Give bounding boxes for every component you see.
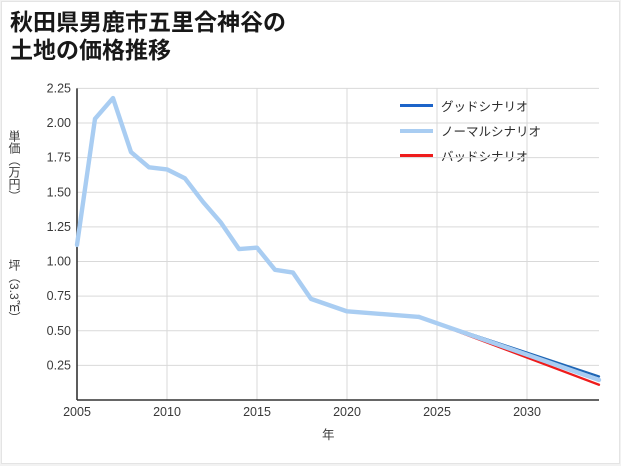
svg-text:2025: 2025 [423,405,451,419]
svg-text:2.00: 2.00 [47,116,71,130]
svg-text:2005: 2005 [63,405,91,419]
svg-text:1.00: 1.00 [47,255,71,269]
svg-text:0.50: 0.50 [47,324,71,338]
svg-text:0.75: 0.75 [47,289,71,303]
svg-text:1.50: 1.50 [47,185,71,199]
svg-text:0.25: 0.25 [47,358,71,372]
svg-text:2.25: 2.25 [47,81,71,95]
svg-text:1.25: 1.25 [47,220,71,234]
svg-text:1.75: 1.75 [47,151,71,165]
svg-text:2015: 2015 [243,405,271,419]
svg-text:2030: 2030 [513,405,541,419]
svg-text:2010: 2010 [153,405,181,419]
svg-text:2020: 2020 [333,405,361,419]
